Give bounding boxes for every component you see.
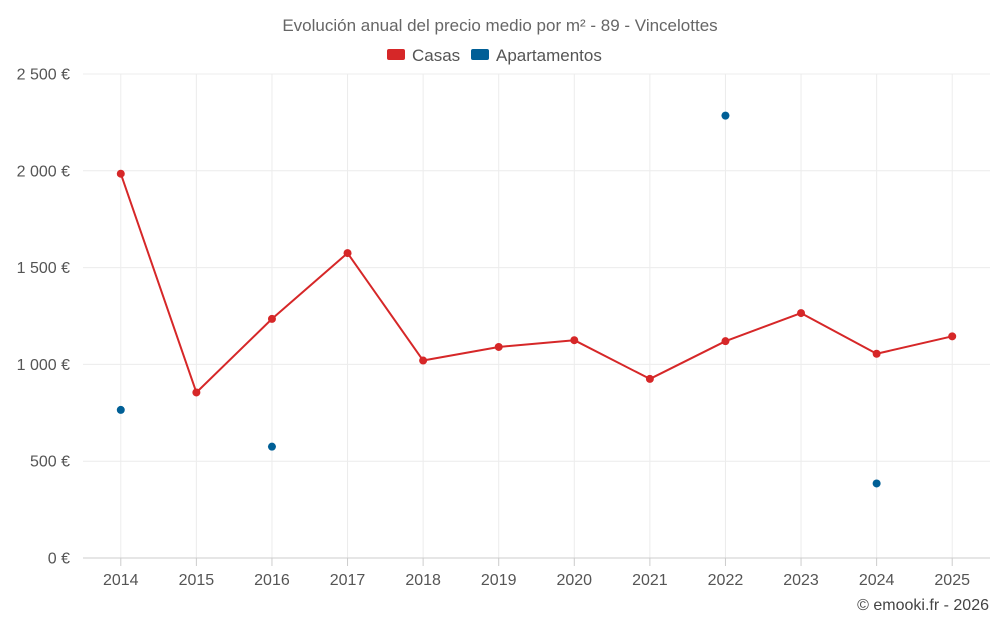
y-tick-label: 1 500 € (17, 260, 70, 277)
data-point-apartamentos[interactable] (872, 479, 881, 488)
legend-swatch-casas (387, 49, 405, 60)
x-tick-label: 2018 (405, 572, 441, 589)
y-tick-label: 2 000 € (17, 163, 70, 180)
data-point-apartamentos[interactable] (267, 442, 276, 451)
y-tick-label: 0 € (48, 551, 70, 568)
data-point-casas[interactable] (645, 374, 654, 383)
data-point-casas[interactable] (267, 314, 276, 323)
legend: Casas Apartamentos (387, 46, 602, 65)
credit-text: © emooki.fr - 2026 (857, 597, 989, 614)
grid (83, 73, 990, 558)
x-tick-label: 2025 (934, 572, 970, 589)
series-line-casas (119, 173, 953, 394)
chart-title: Evolución anual del precio medio por m² … (282, 16, 717, 35)
data-point-casas[interactable] (570, 336, 579, 345)
x-tick-label: 2019 (481, 572, 517, 589)
plot-area (116, 111, 957, 488)
x-tick-label: 2017 (330, 572, 366, 589)
x-tick-label: 2024 (859, 572, 895, 589)
data-point-casas[interactable] (419, 356, 428, 365)
x-tick-label: 2015 (179, 572, 215, 589)
data-point-casas[interactable] (872, 349, 881, 358)
legend-swatch-apartamentos (471, 49, 489, 60)
x-tick-label: 2023 (783, 572, 819, 589)
data-point-apartamentos[interactable] (721, 111, 730, 120)
data-point-casas[interactable] (343, 249, 352, 258)
series-casas (116, 169, 957, 397)
legend-label-casas: Casas (412, 46, 460, 65)
x-axis: 2014 2015 2016 2017 2018 2019 2020 2021 2022 2023… (83, 557, 990, 589)
x-tick-label: 2016 (254, 572, 290, 589)
x-tick-label: 2021 (632, 572, 668, 589)
y-tick-label: 500 € (30, 454, 70, 471)
data-point-casas[interactable] (192, 388, 201, 397)
data-point-casas[interactable] (494, 342, 503, 351)
data-point-casas[interactable] (116, 169, 125, 178)
data-point-casas[interactable] (948, 332, 957, 341)
legend-item-apartamentos[interactable]: Apartamentos (471, 46, 602, 65)
data-point-casas[interactable] (721, 337, 730, 346)
legend-item-casas[interactable]: Casas (387, 46, 460, 65)
y-tick-label: 1 000 € (17, 357, 70, 374)
data-point-casas[interactable] (797, 309, 806, 318)
y-tick-label: 2 500 € (17, 67, 70, 84)
y-axis: 0 € 500 € 1 000 € 1 500 € 2 000 € 2 500 € (17, 67, 70, 568)
x-tick-label: 2020 (556, 572, 592, 589)
legend-label-apartamentos: Apartamentos (496, 46, 602, 65)
data-point-apartamentos[interactable] (116, 405, 125, 414)
series-apartamentos (116, 111, 881, 488)
x-tick-label: 2014 (103, 572, 139, 589)
x-tick-label: 2022 (708, 572, 744, 589)
